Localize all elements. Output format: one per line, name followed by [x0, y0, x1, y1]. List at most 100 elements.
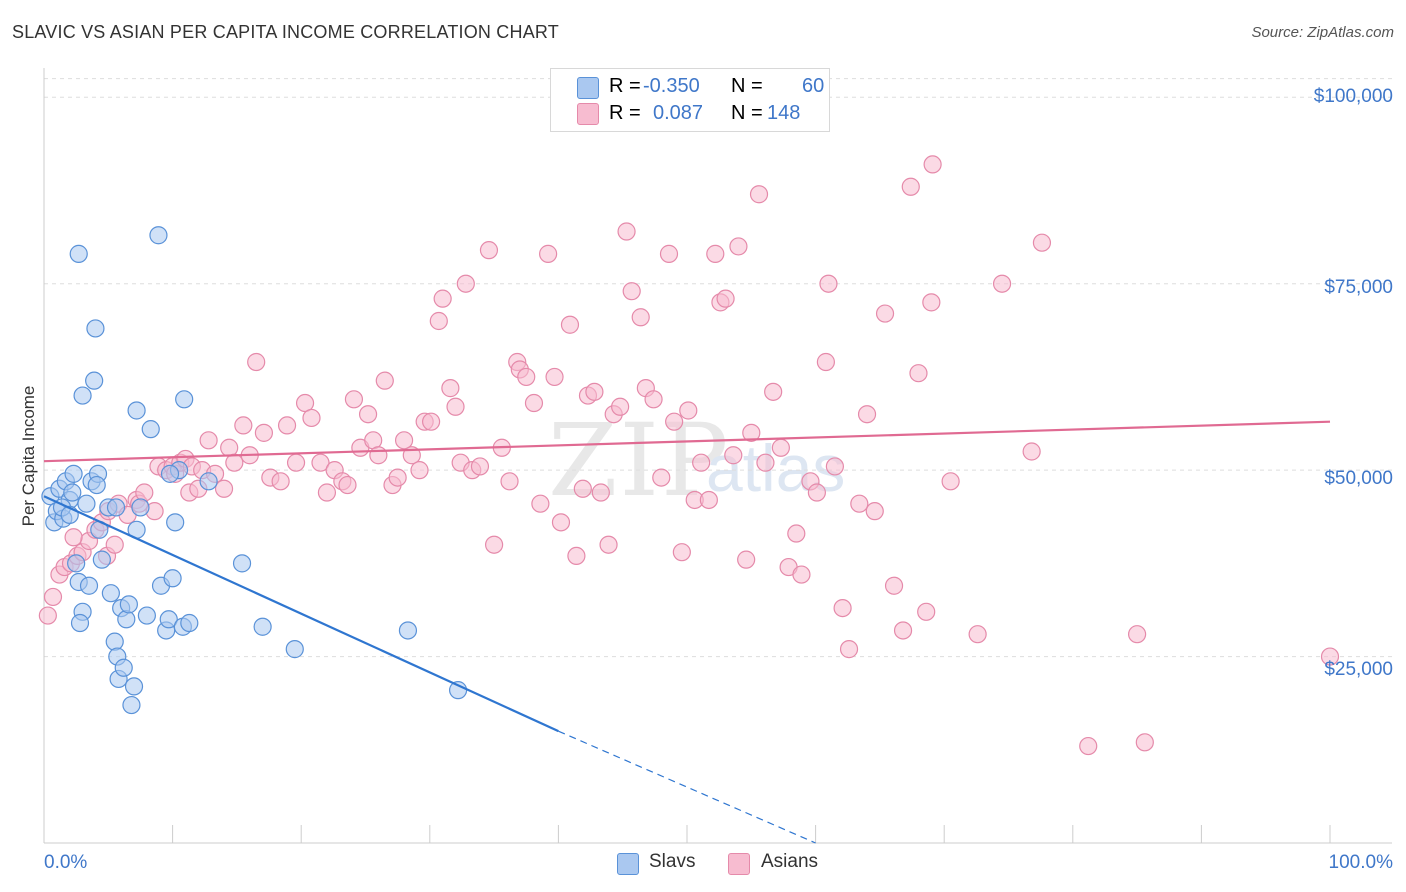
- asians-point: [375, 371, 394, 390]
- slavs-point: [253, 617, 272, 636]
- asians-point: [135, 483, 154, 502]
- slavs-point: [77, 494, 96, 513]
- slavs-point: [149, 226, 168, 245]
- asians-point: [599, 535, 618, 554]
- asians-point: [317, 483, 337, 502]
- asians-point: [394, 431, 414, 450]
- asians-point: [539, 244, 558, 263]
- slavs-point: [180, 613, 199, 633]
- slavs-n-value: 60: [802, 75, 825, 97]
- asians-point: [254, 423, 274, 442]
- y-axis-label: Per Capita Income: [19, 385, 38, 527]
- asians-point: [1079, 736, 1098, 756]
- asians-point: [64, 528, 83, 547]
- asians-point: [277, 416, 297, 435]
- slavs-point: [63, 483, 82, 502]
- asians-point: [271, 472, 290, 491]
- asians-point: [724, 446, 743, 465]
- y-tick-75000: $75,000: [1324, 277, 1393, 298]
- asians-point: [388, 468, 407, 487]
- x-tick-max: 100.0%: [1328, 852, 1393, 873]
- asians-n-label: N =: [731, 102, 763, 124]
- asians-point: [338, 475, 357, 495]
- legend-asians-label: Asians: [761, 851, 819, 872]
- slavs-point: [159, 610, 178, 629]
- asians-point: [992, 274, 1012, 293]
- slavs-r-value: -0.350: [643, 75, 700, 97]
- slavs-point: [87, 475, 106, 495]
- slavs-point: [70, 613, 90, 633]
- slavs-point: [73, 386, 92, 405]
- slavs-point: [106, 498, 126, 517]
- asians-point: [659, 244, 679, 263]
- asians-point: [672, 543, 691, 562]
- asians-point: [617, 222, 636, 241]
- legend-slavs-icon: [617, 853, 639, 875]
- asians-point: [485, 535, 504, 554]
- asians-point: [311, 453, 330, 472]
- asians-point: [410, 461, 429, 480]
- slavs-trend-line: [43, 495, 559, 733]
- asians-point: [875, 304, 895, 323]
- asians-point: [699, 490, 718, 510]
- slavs-point: [64, 464, 83, 483]
- slavs-point: [141, 420, 160, 439]
- asians-point: [1127, 625, 1147, 644]
- slavs-point: [127, 401, 146, 420]
- slavs-point: [160, 464, 180, 483]
- slavs-point: [199, 472, 218, 491]
- slavs-point: [163, 569, 182, 588]
- asians-point: [421, 412, 441, 431]
- asians-point: [893, 621, 913, 640]
- asians-point: [706, 244, 725, 263]
- asians-point: [729, 237, 748, 256]
- asians-point: [1320, 647, 1340, 666]
- asians-point: [531, 494, 550, 513]
- asians-point: [909, 364, 928, 383]
- source-label: Source: ZipAtlas.com: [1251, 24, 1394, 41]
- asians-point: [1135, 733, 1154, 752]
- correlation-legend: R = -0.350 N = 60 R = 0.087 N = 148: [550, 68, 830, 132]
- slavs-point: [137, 606, 156, 625]
- asians-point: [358, 405, 378, 424]
- asians-point: [917, 602, 936, 621]
- asians-point: [214, 479, 234, 498]
- asians-point: [479, 241, 499, 260]
- slavs-point: [117, 610, 136, 629]
- asians-point: [644, 390, 663, 409]
- slavs-point: [67, 554, 86, 573]
- asians-r-label: R =: [609, 102, 641, 124]
- asians-point: [517, 367, 536, 387]
- slavs-point: [105, 632, 124, 651]
- y-tick-50000: $50,000: [1324, 468, 1393, 489]
- asians-point: [922, 293, 941, 312]
- slavs-point: [175, 390, 194, 409]
- asians-point: [716, 289, 735, 308]
- asians-point: [456, 274, 475, 293]
- slavs-point: [124, 677, 144, 696]
- asians-point: [857, 405, 877, 424]
- asians-point: [665, 412, 684, 431]
- asians-point: [816, 352, 835, 372]
- asians-point: [884, 576, 904, 595]
- asians-point: [573, 479, 592, 498]
- asians-point: [611, 397, 630, 416]
- asians-point: [833, 598, 852, 618]
- slavs-point: [232, 554, 252, 573]
- asians-point: [43, 587, 63, 607]
- asians-point: [771, 438, 790, 457]
- asians-point: [631, 308, 650, 327]
- asians-point: [968, 625, 987, 644]
- asians-point: [819, 274, 838, 293]
- asians-point: [1022, 442, 1041, 461]
- asians-point: [787, 524, 806, 543]
- asians-point: [441, 379, 460, 398]
- asians-point: [247, 352, 266, 372]
- asians-point: [742, 423, 761, 442]
- slavs-point: [85, 371, 104, 390]
- asians-point: [286, 453, 306, 472]
- asians-point: [551, 513, 571, 532]
- slavs-point: [69, 244, 88, 263]
- slavs-point: [101, 584, 120, 603]
- asians-n-value: 148: [767, 102, 801, 124]
